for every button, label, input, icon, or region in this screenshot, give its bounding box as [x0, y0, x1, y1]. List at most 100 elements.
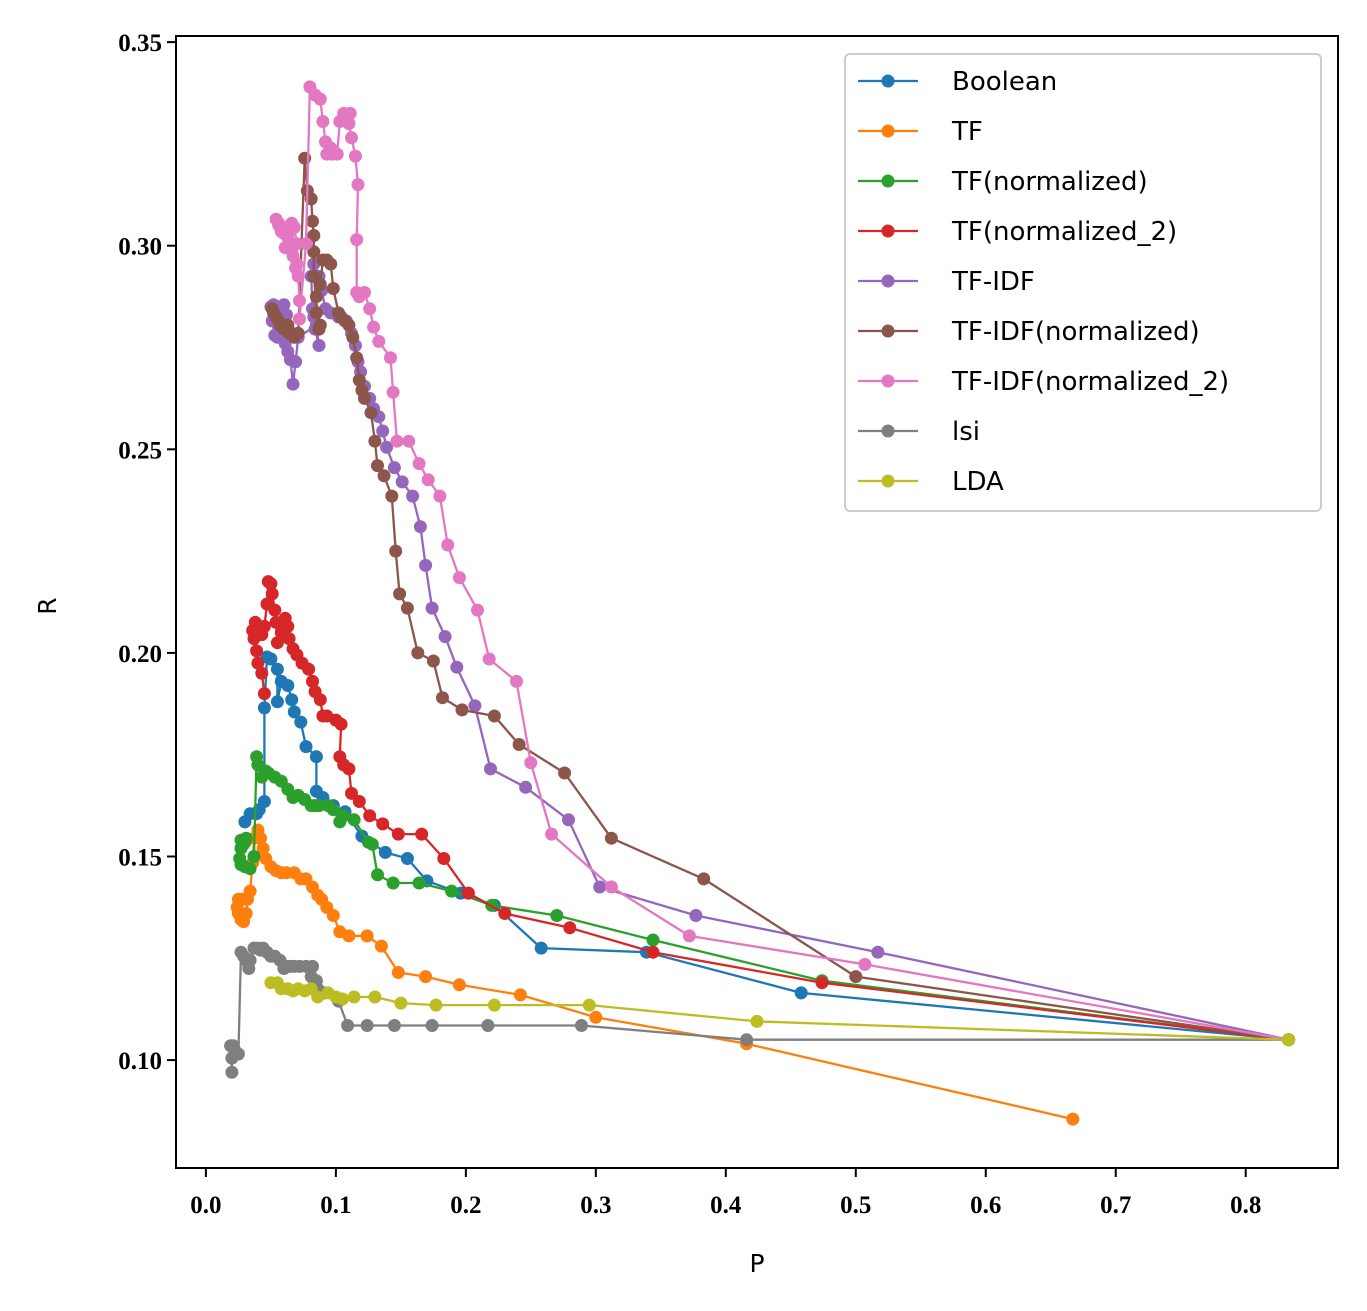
data-point	[333, 750, 346, 763]
data-point	[303, 80, 316, 93]
data-point	[385, 490, 398, 503]
data-point	[430, 999, 443, 1012]
data-point	[387, 386, 400, 399]
x-tick-label: 0.7	[1100, 1192, 1131, 1219]
data-point	[362, 836, 375, 849]
data-point	[593, 881, 606, 894]
data-point	[441, 539, 454, 552]
legend-marker	[882, 125, 895, 138]
legend-label: TF	[951, 117, 983, 147]
legend-marker	[882, 425, 895, 438]
data-point	[261, 598, 274, 611]
legend-marker	[882, 375, 895, 388]
data-point	[250, 644, 263, 657]
data-point	[248, 942, 261, 955]
data-point	[227, 1039, 240, 1052]
data-point	[391, 435, 404, 448]
data-point	[535, 942, 548, 955]
data-point	[683, 929, 696, 942]
data-point	[392, 966, 405, 979]
y-tick-label: 0.35	[118, 30, 162, 57]
data-point	[283, 327, 296, 340]
data-point	[605, 881, 618, 894]
data-point	[697, 872, 710, 885]
data-point	[352, 178, 365, 191]
data-point	[333, 815, 346, 828]
data-point	[1282, 1033, 1295, 1046]
data-point	[414, 520, 427, 533]
data-point	[271, 695, 284, 708]
data-point	[281, 221, 294, 234]
data-point	[393, 587, 406, 600]
data-point	[436, 691, 449, 704]
data-point	[413, 457, 426, 470]
data-point	[426, 602, 439, 615]
data-point	[376, 425, 389, 438]
data-point	[550, 909, 563, 922]
legend-label: TF-IDF(normalized)	[951, 317, 1200, 347]
x-tick-label: 0.4	[710, 1192, 742, 1219]
legend-marker	[882, 325, 895, 338]
data-point	[225, 1066, 238, 1079]
legend-marker	[882, 75, 895, 88]
data-point	[310, 750, 323, 763]
data-point	[453, 978, 466, 991]
data-point	[513, 738, 526, 751]
x-tick-label: 0.5	[840, 1192, 871, 1219]
legend-marker	[882, 275, 895, 288]
data-point	[433, 490, 446, 503]
x-tick-label: 0.1	[320, 1192, 351, 1219]
y-tick-label: 0.10	[118, 1048, 162, 1075]
x-tick-label: 0.2	[450, 1192, 481, 1219]
data-point	[858, 958, 871, 971]
legend-label: TF-IDF(normalized_2)	[951, 367, 1229, 397]
legend-marker	[882, 175, 895, 188]
data-point	[248, 632, 261, 645]
data-point	[313, 323, 326, 336]
data-point	[371, 868, 384, 881]
data-point	[350, 286, 363, 299]
data-point	[816, 976, 829, 989]
data-point	[510, 675, 523, 688]
legend-marker	[882, 225, 895, 238]
data-point	[345, 787, 358, 800]
data-point	[255, 771, 268, 784]
data-point	[346, 331, 359, 344]
data-point	[376, 817, 389, 830]
legend-label: TF(normalized)	[951, 167, 1148, 197]
data-point	[514, 988, 527, 1001]
data-point	[740, 1033, 753, 1046]
data-point	[350, 233, 363, 246]
data-point	[689, 909, 702, 922]
x-tick-label: 0.0	[190, 1192, 221, 1219]
data-point	[368, 435, 381, 448]
data-point	[462, 887, 475, 900]
data-point	[411, 646, 424, 659]
x-tick-label: 0.6	[970, 1192, 1001, 1219]
data-point	[345, 131, 358, 144]
data-point	[1066, 1113, 1079, 1126]
data-point	[287, 378, 300, 391]
legend-label: LDA	[952, 467, 1004, 497]
data-point	[375, 940, 388, 953]
data-point	[300, 740, 313, 753]
data-point	[795, 986, 808, 999]
y-tick-label: 0.20	[118, 641, 162, 668]
data-point	[401, 602, 414, 615]
data-point	[307, 270, 320, 283]
data-point	[341, 1019, 354, 1032]
data-point	[871, 946, 884, 959]
legend-label: lsi	[952, 417, 980, 447]
data-point	[372, 335, 385, 348]
y-tick-label: 0.15	[118, 844, 162, 871]
data-point	[361, 1019, 374, 1032]
data-point	[288, 705, 301, 718]
data-point	[647, 934, 660, 947]
data-point	[498, 907, 511, 920]
y-tick-label: 0.25	[118, 437, 162, 464]
data-point	[583, 999, 596, 1012]
data-point	[427, 655, 440, 668]
data-point	[389, 545, 402, 558]
data-point	[563, 921, 576, 934]
data-point	[363, 809, 376, 822]
